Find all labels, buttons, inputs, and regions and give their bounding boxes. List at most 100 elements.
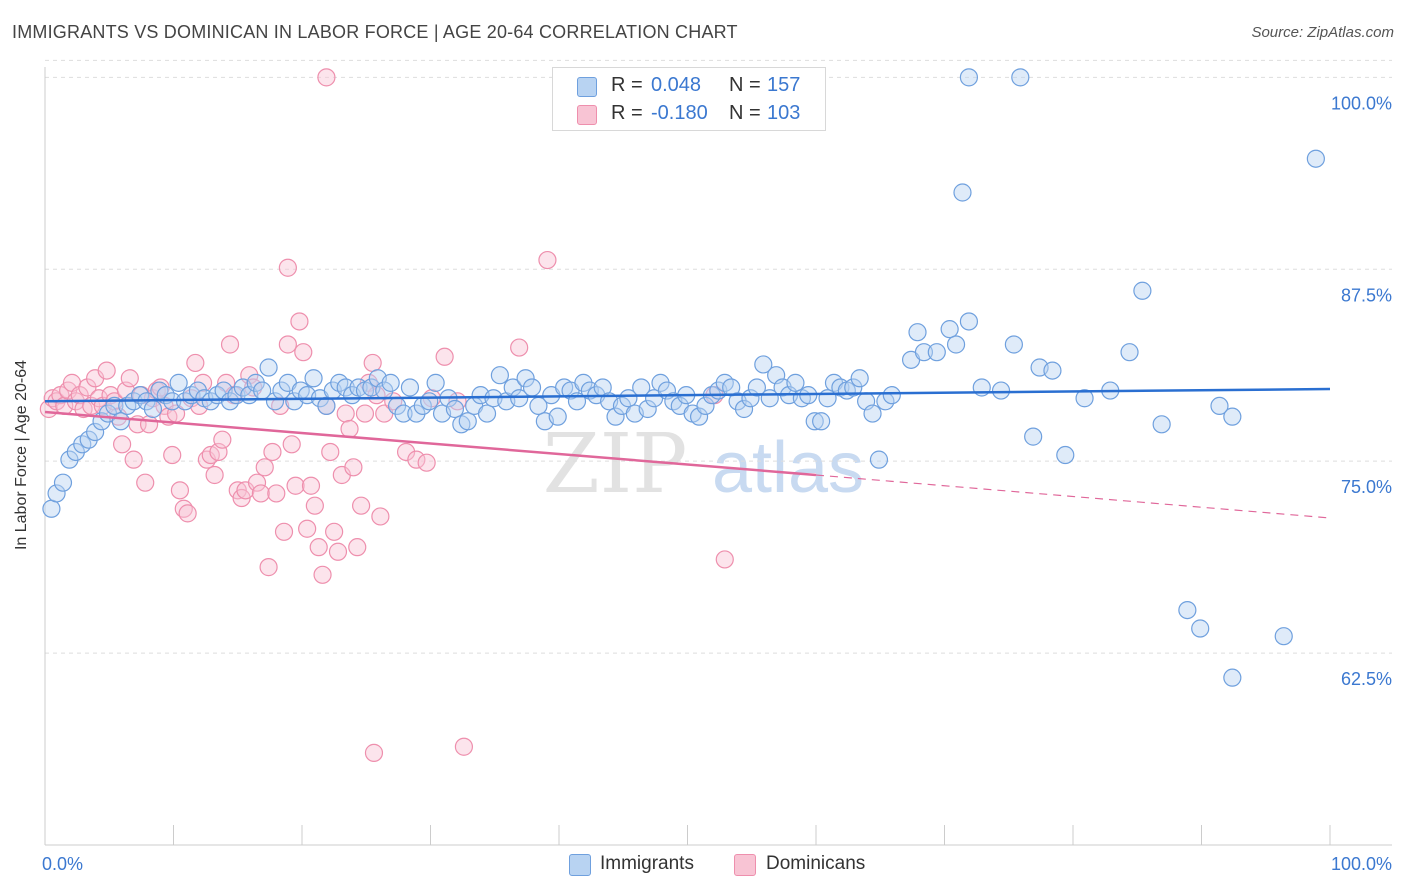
- immigrants-legend-swatch: [569, 854, 591, 876]
- legend-row-immigrants: R = 0.048 N = 157: [553, 72, 825, 100]
- immigrants-point: [1152, 415, 1171, 434]
- dominicans-point: [170, 481, 190, 500]
- dominicans-point: [363, 353, 382, 373]
- immigrants-point: [1056, 445, 1075, 465]
- tick-labels: 100.0% 87.5% 75.0% 62.5% 0.0% 100.0%: [42, 93, 1392, 874]
- immigrants-point: [1075, 389, 1094, 408]
- dominicans-point: [298, 519, 317, 538]
- immigrants-point: [696, 396, 715, 416]
- immigrants-point: [946, 335, 966, 354]
- dominicans-point: [78, 378, 97, 397]
- trend-lines: [44, 387, 1331, 519]
- immigrants-trend-line: [44, 387, 1331, 403]
- dominicans-point: [139, 415, 159, 434]
- immigrants-point: [426, 373, 445, 392]
- dominicans-point: [112, 435, 132, 454]
- correlation-legend: R = 0.048 N = 157 R = -0.180 N = 103: [552, 67, 826, 131]
- immigrants-point: [786, 373, 805, 392]
- chart-title: IMMIGRANTS VS DOMINICAN IN LABOR FORCE |…: [12, 22, 738, 42]
- immigrants-point: [927, 343, 946, 362]
- immigrants-point: [516, 369, 535, 388]
- y-tick-label: 75.0%: [1341, 477, 1392, 497]
- immigrants-point: [400, 378, 420, 397]
- dominicans-point: [417, 453, 436, 472]
- dominicans-point: [290, 312, 309, 331]
- immigrants-point: [882, 386, 901, 405]
- immigrants-point: [1274, 627, 1293, 646]
- dominicans-point: [371, 507, 390, 526]
- y-tick-label: 87.5%: [1341, 285, 1392, 305]
- immigrants-point: [606, 407, 625, 426]
- immigrants-swatch: [577, 77, 597, 97]
- immigrants-point: [914, 343, 934, 362]
- immigrants-point: [1223, 407, 1242, 426]
- n-label: N =: [729, 74, 761, 96]
- n-value: 103: [767, 102, 801, 124]
- legend-row-dominicans: R = -0.180 N = 103: [553, 100, 825, 128]
- dominicans-point: [301, 476, 321, 495]
- dominicans-point: [396, 442, 416, 462]
- series-legend: Immigrants Dominicans: [0, 852, 1406, 878]
- source-credit: Source: ZipAtlas.com: [1251, 24, 1394, 41]
- immigrants-point: [143, 399, 163, 419]
- dominicans-swatch: [577, 105, 597, 125]
- immigrants-point: [1043, 361, 1062, 380]
- dominicans-point: [321, 442, 340, 462]
- immigrants-point: [259, 358, 278, 377]
- immigrants-points: [42, 68, 1325, 687]
- n-value: 157: [767, 74, 801, 96]
- r-label: R =: [611, 102, 643, 124]
- dominicans-point: [120, 369, 139, 388]
- dominicans-trend-extension: [815, 474, 1331, 519]
- dominicans-point: [220, 335, 240, 354]
- immigrants-point: [991, 381, 1011, 400]
- immigrants-point: [715, 373, 734, 392]
- dominicans-point: [454, 737, 474, 756]
- dominicans-point: [336, 404, 355, 423]
- immigrants-point: [908, 323, 927, 342]
- dominicans-point: [263, 442, 282, 462]
- dominicans-point: [294, 343, 313, 362]
- dominicans-point: [278, 258, 297, 277]
- immigrants-point: [869, 450, 889, 469]
- dominicans-point: [328, 542, 348, 561]
- dominicans-point: [163, 445, 182, 465]
- dominicans-point: [136, 473, 155, 492]
- y-axis-label: In Labor Force | Age 20-64: [13, 359, 30, 551]
- immigrants-point: [619, 389, 638, 408]
- immigrants-point: [477, 404, 497, 423]
- immigrants-point: [394, 404, 413, 423]
- immigrants-point: [734, 399, 754, 419]
- immigrants-point: [1011, 68, 1030, 87]
- watermark-zip: ZIP: [543, 417, 688, 512]
- x-tick-label-max: 100.0%: [1331, 854, 1392, 874]
- immigrants-point: [111, 412, 130, 431]
- y-tick-label: 100.0%: [1331, 93, 1392, 113]
- dominicans-point: [538, 250, 557, 270]
- n-label: N =: [729, 102, 761, 124]
- watermark: ZIP atlas: [543, 417, 864, 512]
- dominicans-point: [124, 450, 143, 469]
- dominicans-point: [325, 522, 344, 541]
- immigrants-point: [304, 369, 323, 388]
- dominicans-trend-line: [44, 410, 817, 477]
- dominicans-point: [259, 558, 278, 577]
- dominicans-point: [213, 430, 232, 449]
- immigrants-point: [420, 392, 439, 411]
- immigrants-point: [689, 407, 709, 426]
- immigrants-point: [959, 68, 979, 87]
- immigrants-point: [959, 312, 979, 331]
- dominicans-point: [255, 458, 274, 477]
- immigrants-point: [458, 412, 477, 431]
- immigrants-point: [53, 473, 73, 492]
- immigrants-legend-label: Immigrants: [600, 853, 694, 874]
- dominicans-point: [510, 338, 529, 357]
- immigrants-point: [510, 389, 529, 408]
- immigrants-point: [953, 183, 972, 202]
- r-value: -0.180: [651, 102, 708, 124]
- dominicans-point: [274, 522, 294, 541]
- dominicans-point: [286, 476, 305, 495]
- dominicans-point: [178, 504, 197, 523]
- dominicans-point: [267, 484, 286, 503]
